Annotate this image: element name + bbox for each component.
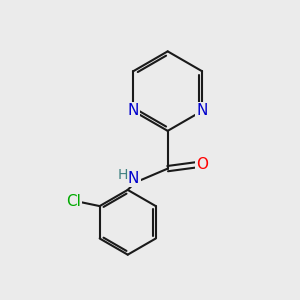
Text: H: H bbox=[118, 168, 128, 182]
Text: Cl: Cl bbox=[66, 194, 81, 209]
Text: O: O bbox=[196, 157, 208, 172]
Text: N: N bbox=[196, 103, 208, 118]
Text: N: N bbox=[128, 171, 139, 186]
Text: N: N bbox=[128, 103, 139, 118]
